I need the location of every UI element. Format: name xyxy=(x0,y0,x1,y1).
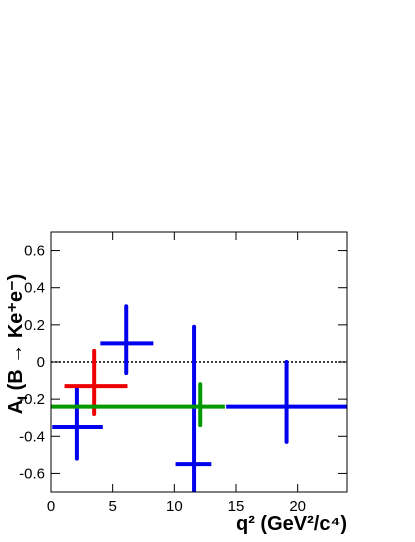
x-tick-label: 0 xyxy=(47,498,55,515)
x-tick-label: 20 xyxy=(289,498,306,515)
x-tick-label: 10 xyxy=(166,498,183,515)
x-tick-label: 5 xyxy=(108,498,116,515)
y-label-rest: (B → Ke⁺e⁻) xyxy=(5,274,27,396)
y-tick-label: 0.2 xyxy=(24,317,45,334)
y-tick-label: -0.2 xyxy=(19,391,45,408)
y-label-main: A xyxy=(5,400,27,414)
plot-area xyxy=(51,304,347,492)
y-tick-label: 0.6 xyxy=(24,243,45,260)
y-axis-label: AI (B → Ke⁺e⁻) xyxy=(5,274,30,415)
x-tick-label: 15 xyxy=(228,498,245,515)
y-tick-label: -0.4 xyxy=(19,428,45,445)
y-tick-label: 0.4 xyxy=(24,280,45,297)
y-label-sub: I xyxy=(14,396,30,400)
x-axis-label: q² (GeV²/c⁴) xyxy=(236,513,347,535)
y-tick-label: -0.6 xyxy=(19,465,45,482)
y-tick-label: 0 xyxy=(37,354,45,371)
